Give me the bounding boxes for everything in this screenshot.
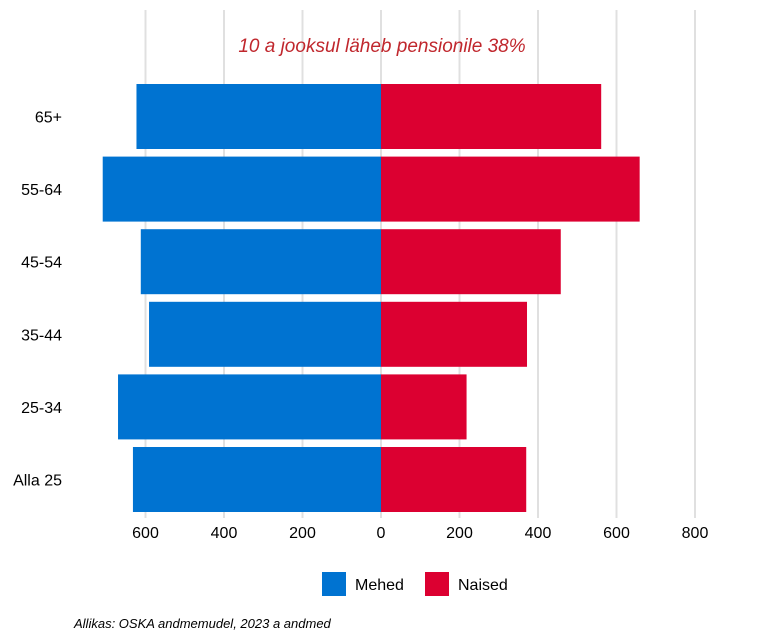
bar-mehed: [132, 447, 381, 512]
legend-label-naised: Naised: [458, 577, 508, 594]
legend-swatch-mehed: [322, 572, 346, 596]
category-labels: 65+ 55-64 45-54 35-44 25-34 Alla 25: [13, 110, 62, 490]
legend-swatch-naised: [425, 572, 449, 596]
x-tick-labels: 600 400 200 0 200 400 600 800: [132, 525, 708, 542]
bar-naised: [381, 84, 602, 149]
x-tick-label: 600: [603, 525, 630, 542]
x-tick-label: 600: [132, 525, 159, 542]
x-tick-label: 200: [446, 525, 473, 542]
category-label: 55-64: [21, 182, 62, 199]
category-label: 45-54: [21, 255, 62, 272]
bar-naised: [381, 156, 640, 222]
bar-mehed: [118, 374, 382, 440]
x-tick-label: 400: [211, 525, 238, 542]
bar-naised: [381, 374, 467, 440]
source-note: Allikas: OSKA andmemudel, 2023 a andmed: [74, 616, 331, 631]
x-tick-label: 200: [289, 525, 316, 542]
category-label: 25-34: [21, 400, 62, 417]
bar-naised: [381, 301, 528, 367]
bar-mehed: [136, 84, 381, 149]
bar-mehed: [102, 156, 381, 222]
category-label: 65+: [35, 110, 62, 127]
bar-naised: [381, 447, 527, 512]
bar-mehed: [149, 301, 381, 367]
chart-title: 10 a jooksul läheb pensionile 38%: [238, 36, 525, 57]
bar-naised: [381, 229, 561, 295]
x-tick-label: 400: [525, 525, 552, 542]
category-label: 35-44: [21, 327, 62, 344]
bars: [102, 84, 640, 512]
x-tick-label: 0: [377, 525, 386, 542]
legend: Mehed Naised: [322, 572, 508, 596]
x-tick-label: 800: [682, 525, 709, 542]
bar-mehed: [140, 229, 381, 295]
category-label: Alla 25: [13, 473, 62, 490]
legend-label-mehed: Mehed: [355, 577, 404, 594]
